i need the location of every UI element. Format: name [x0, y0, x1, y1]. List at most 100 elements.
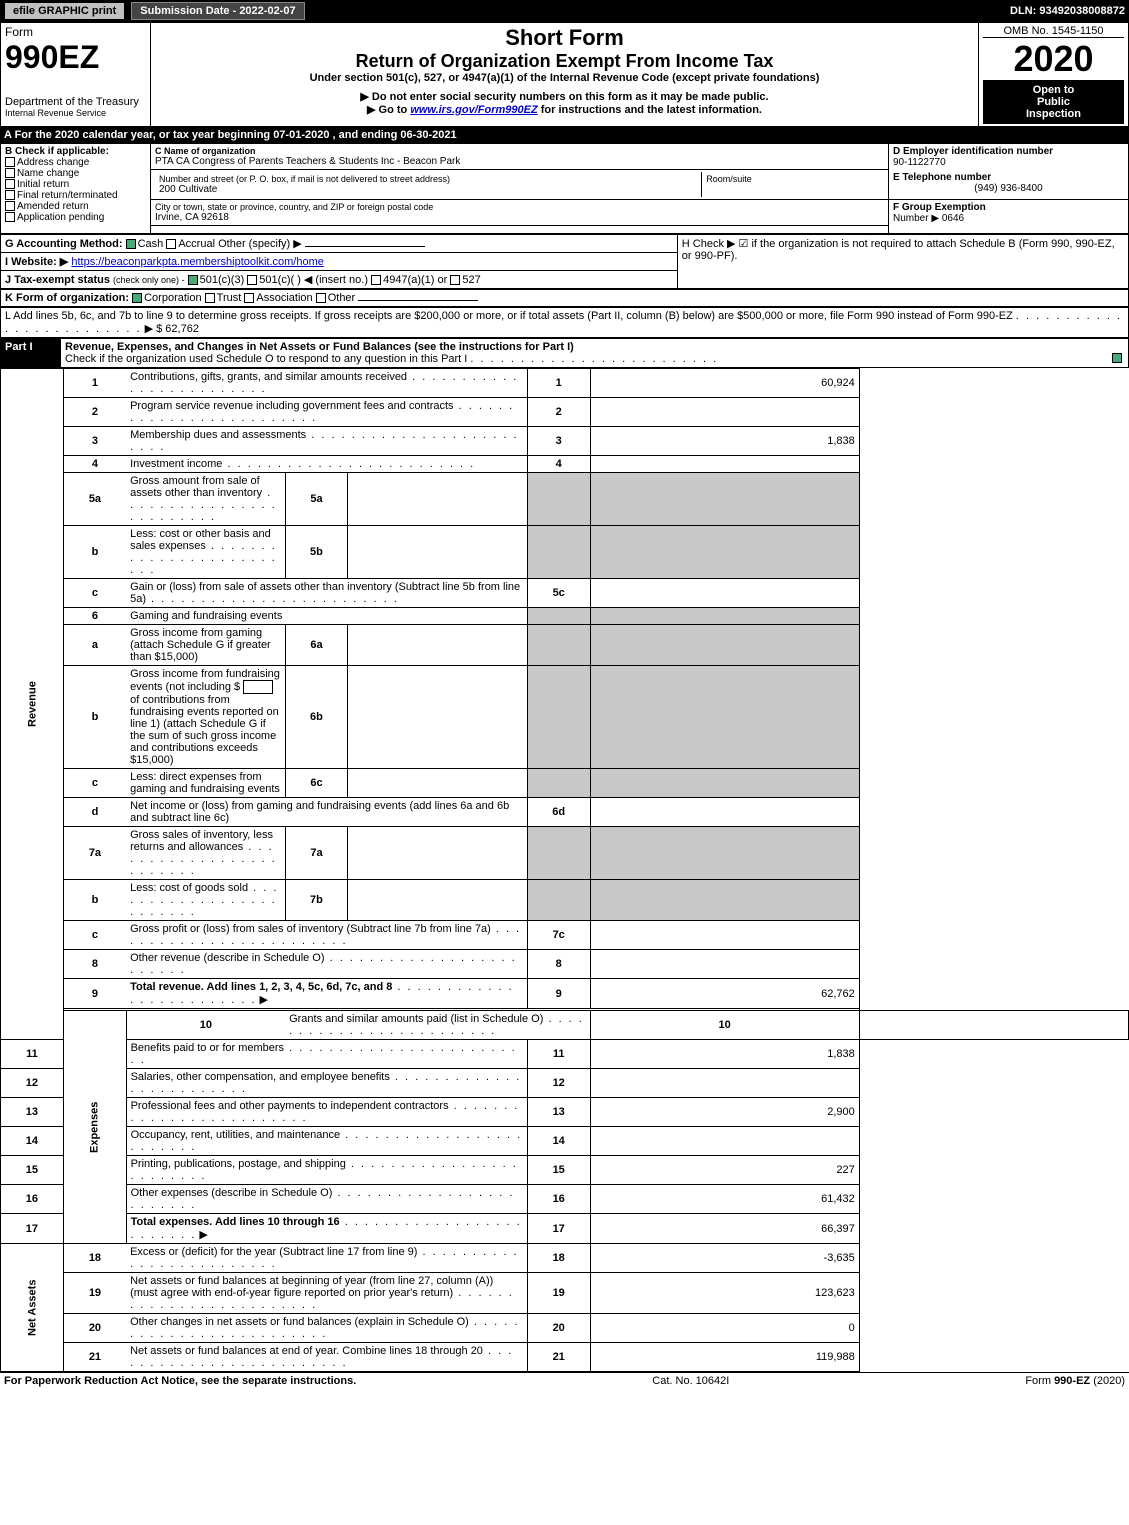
line-10-text: Grants and similar amounts paid (list in… — [289, 1013, 543, 1025]
line-9-num: 9 — [63, 979, 126, 1009]
line-6-desc: Gaming and fundraising events — [126, 608, 527, 625]
line-2-num: 2 — [63, 398, 126, 427]
line-9-desc: Total revenue. Add lines 1, 2, 3, 4, 5c,… — [126, 979, 527, 1009]
omb-number: OMB No. 1545-1150 — [983, 25, 1124, 38]
line-9-val: 62,762 — [590, 979, 859, 1009]
line-2-desc: Program service revenue including govern… — [126, 398, 527, 427]
line-15-col: 15 — [527, 1156, 590, 1185]
line-5c-col: 5c — [527, 579, 590, 608]
line-1-col: 1 — [527, 369, 590, 398]
cb-label-3: Final return/terminated — [17, 190, 118, 201]
line-17-col: 17 — [527, 1214, 590, 1244]
line-18-num: 18 — [63, 1244, 126, 1273]
line-5a-text: Gross amount from sale of assets other t… — [130, 475, 262, 499]
line-15-desc: Printing, publications, postage, and shi… — [126, 1156, 527, 1185]
line-6-val-shade — [590, 608, 859, 625]
line-1-val: 60,924 — [590, 369, 859, 398]
group-exemption-value: 0646 — [942, 213, 964, 224]
footer-center: Cat. No. 10642I — [652, 1375, 729, 1387]
line-7b-col-shade — [527, 880, 590, 921]
line-7b-desc: Less: cost of goods sold — [126, 880, 285, 921]
checkbox-other-org[interactable] — [316, 293, 326, 303]
checkbox-amended-return[interactable] — [5, 201, 15, 211]
ssn-warning: ▶ Do not enter social security numbers o… — [155, 90, 974, 103]
checkbox-application-pending[interactable] — [5, 212, 15, 222]
irs-label: Internal Revenue Service — [5, 108, 146, 118]
checkbox-corporation[interactable] — [132, 293, 142, 303]
line-5b-desc: Less: cost or other basis and sales expe… — [126, 526, 285, 579]
city-value: Irvine, CA 92618 — [155, 212, 884, 223]
line-13-col: 13 — [527, 1098, 590, 1127]
line-7b-text: Less: cost of goods sold — [130, 882, 248, 894]
line-13-val: 2,900 — [590, 1098, 859, 1127]
part1-lines-table: Revenue 1 Contributions, gifts, grants, … — [0, 368, 1129, 1372]
line-2-text: Program service revenue including govern… — [130, 400, 453, 412]
dept-treasury: Department of the Treasury — [5, 96, 146, 108]
checkbox-initial-return[interactable] — [5, 179, 15, 189]
j-opt1: 501(c)(3) — [200, 274, 245, 286]
line-20-text: Other changes in net assets or fund bala… — [130, 1316, 469, 1328]
line-3-col: 3 — [527, 427, 590, 456]
line-11-col: 11 — [527, 1040, 590, 1069]
top-bar-left: efile GRAPHIC print Submission Date - 20… — [4, 2, 305, 20]
line-5b-col-shade — [527, 526, 590, 579]
c-name-label: C Name of organization — [155, 146, 884, 156]
line-7c-val — [590, 921, 859, 950]
line-7b-num: b — [63, 880, 126, 921]
line-6b-amount-box — [243, 680, 273, 694]
street-value: 200 Cultivate — [159, 184, 697, 195]
line-12-col: 12 — [527, 1069, 590, 1098]
line-7b-mini-num: 7b — [285, 880, 348, 921]
line-5a-val-shade — [590, 473, 859, 526]
line-10-col: 10 — [590, 1011, 859, 1040]
checkbox-527[interactable] — [450, 275, 460, 285]
section-k-cell: K Form of organization: Corporation Trus… — [1, 290, 1129, 307]
checkbox-trust[interactable] — [205, 293, 215, 303]
line-5a-desc: Gross amount from sale of assets other t… — [126, 473, 285, 526]
checkbox-accrual[interactable] — [166, 239, 176, 249]
open-line1: Open to — [987, 84, 1120, 96]
street-label: Number and street (or P. O. box, if mail… — [159, 174, 697, 184]
line-6d-val — [590, 798, 859, 827]
irs-link[interactable]: www.irs.gov/Form990EZ — [410, 104, 537, 116]
checkbox-501c3[interactable] — [188, 275, 198, 285]
title-cell: Short Form Return of Organization Exempt… — [151, 23, 979, 127]
line-7a-col-shade — [527, 827, 590, 880]
line-19-desc: Net assets or fund balances at beginning… — [126, 1273, 527, 1314]
line-6b-mini-val — [348, 666, 527, 769]
line-2-col: 2 — [527, 398, 590, 427]
line-21-text: Net assets or fund balances at end of ye… — [130, 1345, 483, 1357]
line-20-num: 20 — [63, 1314, 126, 1343]
checkbox-4947[interactable] — [371, 275, 381, 285]
line-4-val — [590, 456, 859, 473]
checkbox-501c[interactable] — [247, 275, 257, 285]
line-14-val — [590, 1127, 859, 1156]
line-6a-col-shade — [527, 625, 590, 666]
line-6a-num: a — [63, 625, 126, 666]
section-i-cell: I Website: ▶ https://beaconparkpta.membe… — [1, 253, 678, 271]
line-5c-val — [590, 579, 859, 608]
efile-print-button[interactable]: efile GRAPHIC print — [4, 2, 125, 20]
goto-pre: ▶ Go to — [367, 104, 410, 116]
checkbox-schedule-o[interactable] — [1112, 353, 1122, 363]
line-7c-text: Gross profit or (loss) from sales of inv… — [130, 923, 491, 935]
g-accrual: Accrual — [178, 238, 215, 250]
checkbox-address-change[interactable] — [5, 157, 15, 167]
title-short-form: Short Form — [155, 25, 974, 51]
line-18-desc: Excess or (deficit) for the year (Subtra… — [126, 1244, 527, 1273]
line-5b-mini-num: 5b — [285, 526, 348, 579]
checkbox-association[interactable] — [244, 293, 254, 303]
line-1-desc: Contributions, gifts, grants, and simila… — [126, 369, 527, 398]
line-3-desc: Membership dues and assessments — [126, 427, 527, 456]
footer-left: For Paperwork Reduction Act Notice, see … — [4, 1375, 356, 1387]
checkbox-cash[interactable] — [126, 239, 136, 249]
tax-year: 2020 — [983, 38, 1124, 80]
g-cash: Cash — [138, 238, 164, 250]
line-6c-desc: Less: direct expenses from gaming and fu… — [126, 769, 285, 798]
website-link[interactable]: https://beaconparkpta.membershiptoolkit.… — [71, 256, 324, 268]
line-5c-desc: Gain or (loss) from sale of assets other… — [126, 579, 527, 608]
k-opt-1: Trust — [217, 292, 242, 304]
section-l-cell: L Add lines 5b, 6c, and 7b to line 9 to … — [1, 308, 1129, 338]
checkbox-name-change[interactable] — [5, 168, 15, 178]
checkbox-final-return[interactable] — [5, 190, 15, 200]
